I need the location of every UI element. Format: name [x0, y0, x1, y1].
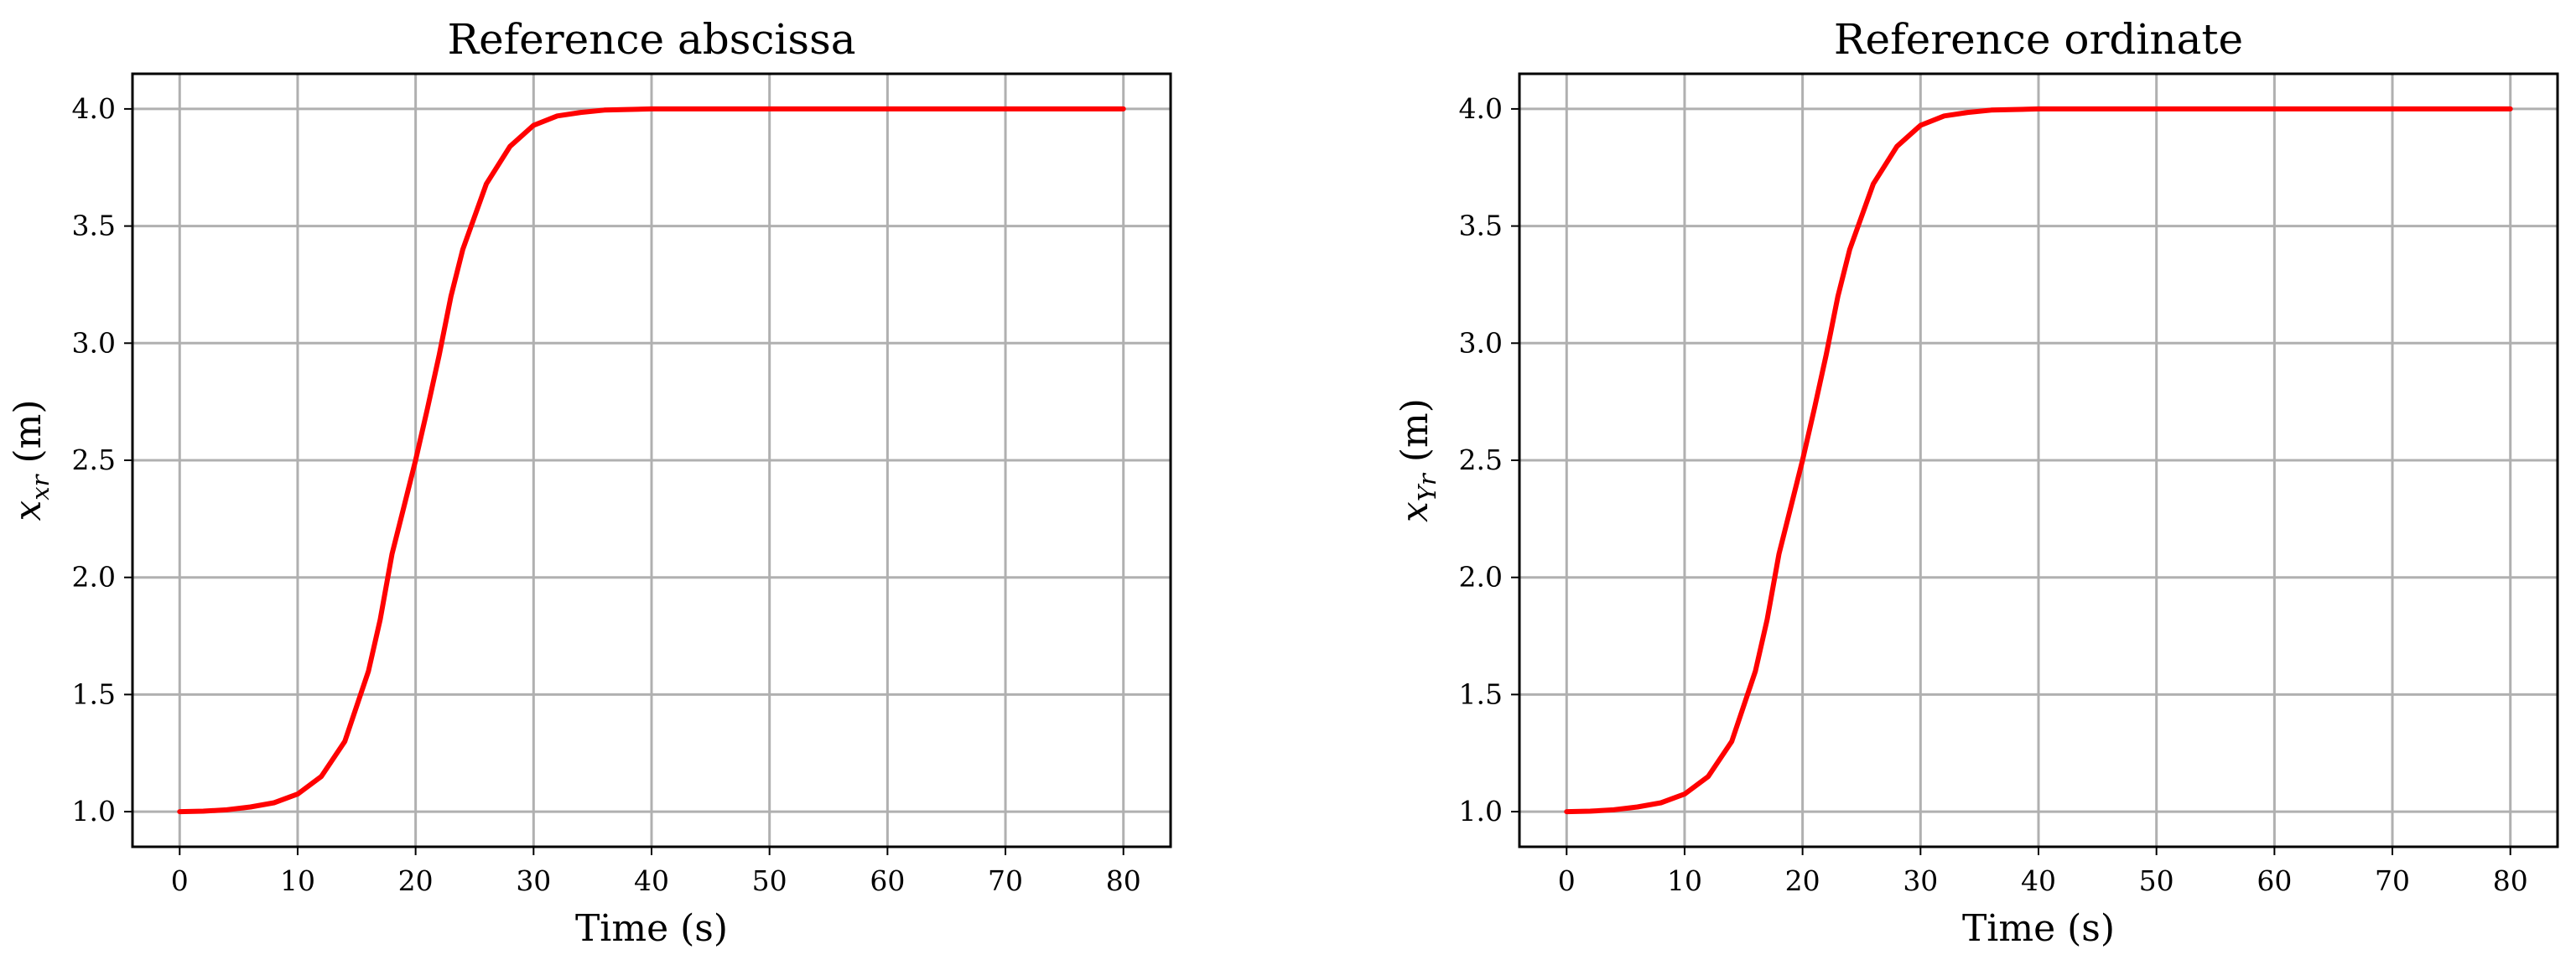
y-axis-label-symbol: x: [7, 501, 49, 521]
series-line-0: [177, 106, 1126, 815]
x-tick-label: 30: [1903, 864, 1938, 897]
series-layer: [1564, 106, 2513, 815]
x-tick-label: 80: [1106, 864, 1141, 897]
x-tick-label: 40: [2021, 864, 2056, 897]
y-tick-label: 3.5: [72, 210, 116, 242]
y-tick-label: 4.0: [72, 92, 116, 125]
ticks: 0 10 20 30 40 50 60 70 80 1.0 1.5 2.0 2.5 3.0 3.5 4.0: [1459, 92, 2528, 897]
chart-reference-ordinate: Reference ordinate 0 10 20 30 40 50 60 70 80 1.0 1…: [1394, 15, 2559, 950]
x-tick-label: 60: [2257, 864, 2292, 897]
x-tick-label: 70: [988, 864, 1023, 897]
y-axis-label: xxr (m): [7, 399, 55, 521]
y-tick-label: 3.0: [1459, 326, 1503, 359]
y-tick-label: 2.0: [72, 561, 116, 594]
x-tick-label: 20: [398, 864, 434, 897]
ticks: 0 10 20 30 40 50 60 70 80 1.0 1.5 2.0 2.5 3.0 3.5 4.0: [72, 92, 1141, 897]
chart-reference-abscissa: Reference abscissa 0 10 20 30 40 50 60 70 80 1.0 1…: [7, 15, 1172, 950]
y-axis-label-subscript: Yr: [1413, 472, 1441, 501]
x-tick-label: 70: [2375, 864, 2410, 897]
x-tick-label: 40: [634, 864, 669, 897]
y-tick-label: 4.0: [1459, 92, 1503, 125]
y-axis-label-unit: (m): [7, 399, 49, 475]
y-tick-label: 1.5: [72, 677, 116, 710]
x-tick-label: 50: [2139, 864, 2174, 897]
series-line-0: [1564, 106, 2513, 815]
series-layer: [177, 106, 1126, 815]
chart-title: Reference abscissa: [447, 15, 855, 64]
x-tick-label: 10: [280, 864, 315, 897]
y-axis-label: xYr (m): [1394, 398, 1441, 522]
x-axis-label: Time (s): [575, 907, 728, 950]
chart-title: Reference ordinate: [1834, 15, 2243, 64]
x-axis-label: Time (s): [1962, 907, 2115, 950]
y-tick-label: 3.0: [72, 326, 116, 359]
x-tick-label: 80: [2493, 864, 2528, 897]
y-tick-label: 1.0: [1459, 795, 1503, 828]
y-tick-label: 1.0: [72, 795, 116, 828]
x-tick-label: 50: [752, 864, 787, 897]
y-axis-label-symbol: x: [1394, 501, 1436, 522]
y-axis-label-subscript: xr: [26, 473, 55, 500]
grid: [1519, 74, 2558, 847]
y-axis-label-unit: (m): [1394, 398, 1436, 474]
y-tick-label: 3.5: [1459, 210, 1503, 242]
x-tick-label: 0: [1558, 864, 1576, 897]
y-tick-label: 1.5: [1459, 677, 1503, 710]
y-tick-label: 2.5: [1459, 444, 1503, 476]
grid: [132, 74, 1171, 847]
x-tick-label: 0: [171, 864, 189, 897]
y-tick-label: 2.0: [1459, 561, 1503, 594]
x-tick-label: 60: [870, 864, 905, 897]
x-tick-label: 30: [516, 864, 551, 897]
y-tick-label: 2.5: [72, 444, 116, 476]
x-tick-label: 10: [1667, 864, 1702, 897]
x-tick-label: 20: [1785, 864, 1820, 897]
